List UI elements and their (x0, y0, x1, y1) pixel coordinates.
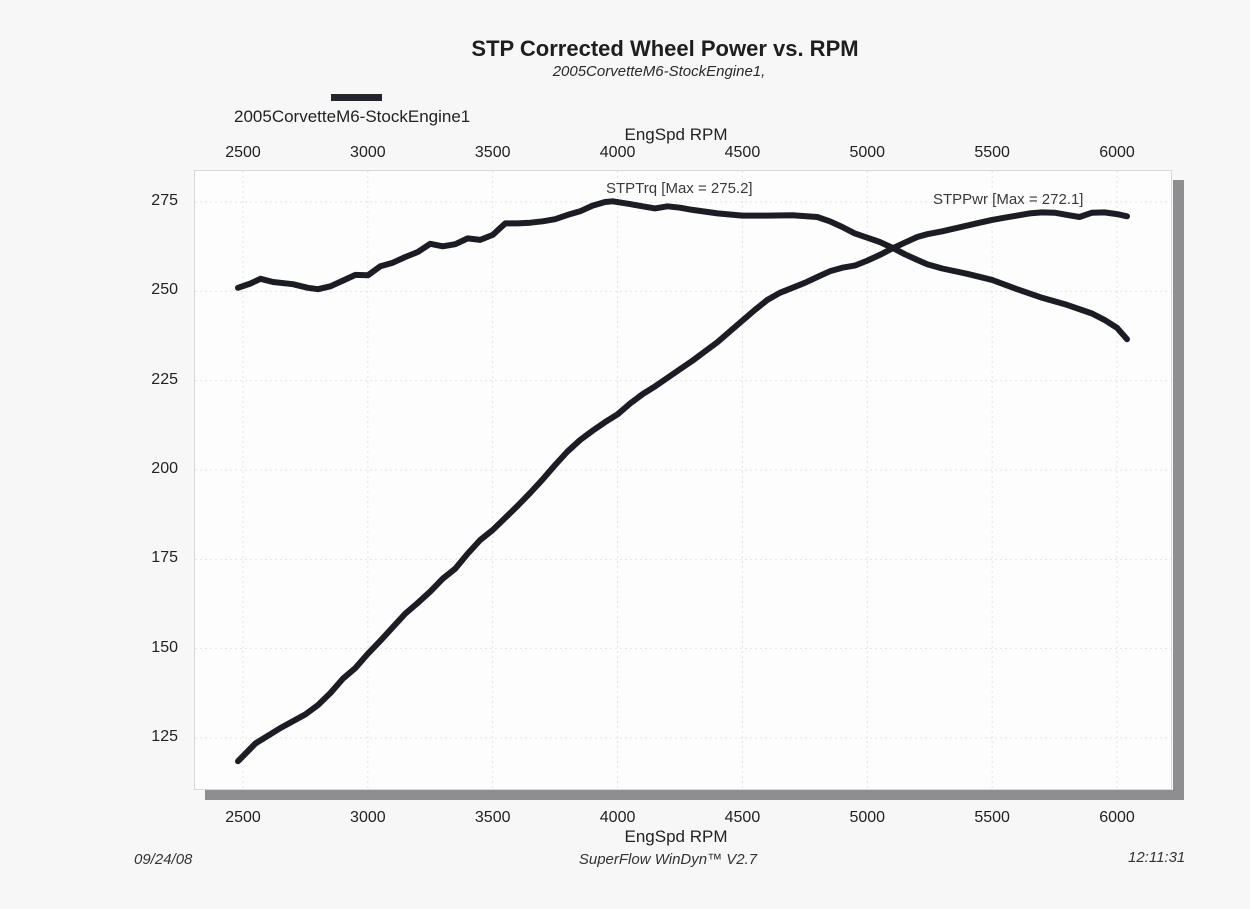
y-tick-label: 200 (151, 460, 178, 477)
x-tick-label-top: 3000 (350, 144, 386, 161)
x-tick-label-bottom: 6000 (1099, 809, 1135, 826)
plot-shadow-bottom (205, 790, 1184, 800)
torque-series-label: STPTrq [Max = 275.2] (606, 180, 753, 197)
chart-title: STP Corrected Wheel Power vs. RPM (471, 36, 859, 61)
chart-subtitle: 2005CorvetteM6-StockEngine1, (552, 63, 766, 80)
y-tick-label: 150 (151, 638, 178, 656)
footer-date: 09/24/08 (134, 851, 193, 868)
x-tick-label-bottom: 3000 (350, 809, 386, 826)
y-tick-label: 250 (151, 281, 178, 299)
plot-area (194, 170, 1172, 790)
x-tick-label-top: 4500 (724, 144, 761, 161)
x-tick-label-top: 6000 (1099, 144, 1135, 161)
x-tick-label-top: 5000 (849, 144, 886, 161)
x-tick-label-top: 3500 (474, 144, 511, 161)
x-tick-label-bottom: 5500 (974, 809, 1010, 826)
legend-swatch (331, 94, 382, 101)
y-tick-label: 125 (151, 728, 178, 745)
x-tick-label-bottom: 4000 (599, 809, 636, 826)
bottom-x-axis-label: EngSpd RPM (624, 827, 728, 846)
legend-label: 2005CorvetteM6-StockEngine1 (234, 107, 471, 126)
footer-time: 12:11:31 (1128, 849, 1186, 866)
x-tick-label-bottom: 2500 (225, 809, 261, 826)
y-tick-label: 275 (151, 192, 178, 209)
x-tick-label-top: 5500 (974, 144, 1010, 161)
footer-software: SuperFlow WinDyn™ V2.7 (578, 851, 758, 868)
x-tick-label-top: 4000 (599, 144, 636, 161)
x-tick-label-bottom: 4500 (724, 809, 761, 826)
x-tick-label-bottom: 3500 (474, 809, 511, 826)
x-tick-label-bottom: 5000 (849, 809, 886, 826)
plot-shadow-right (1173, 180, 1184, 800)
y-tick-label: 175 (151, 549, 178, 567)
power-series-label: STPPwr [Max = 272.1] (933, 191, 1084, 208)
top-x-axis-label: EngSpd RPM (624, 125, 728, 144)
x-tick-label-top: 2500 (225, 144, 261, 161)
y-tick-label: 225 (151, 370, 178, 388)
